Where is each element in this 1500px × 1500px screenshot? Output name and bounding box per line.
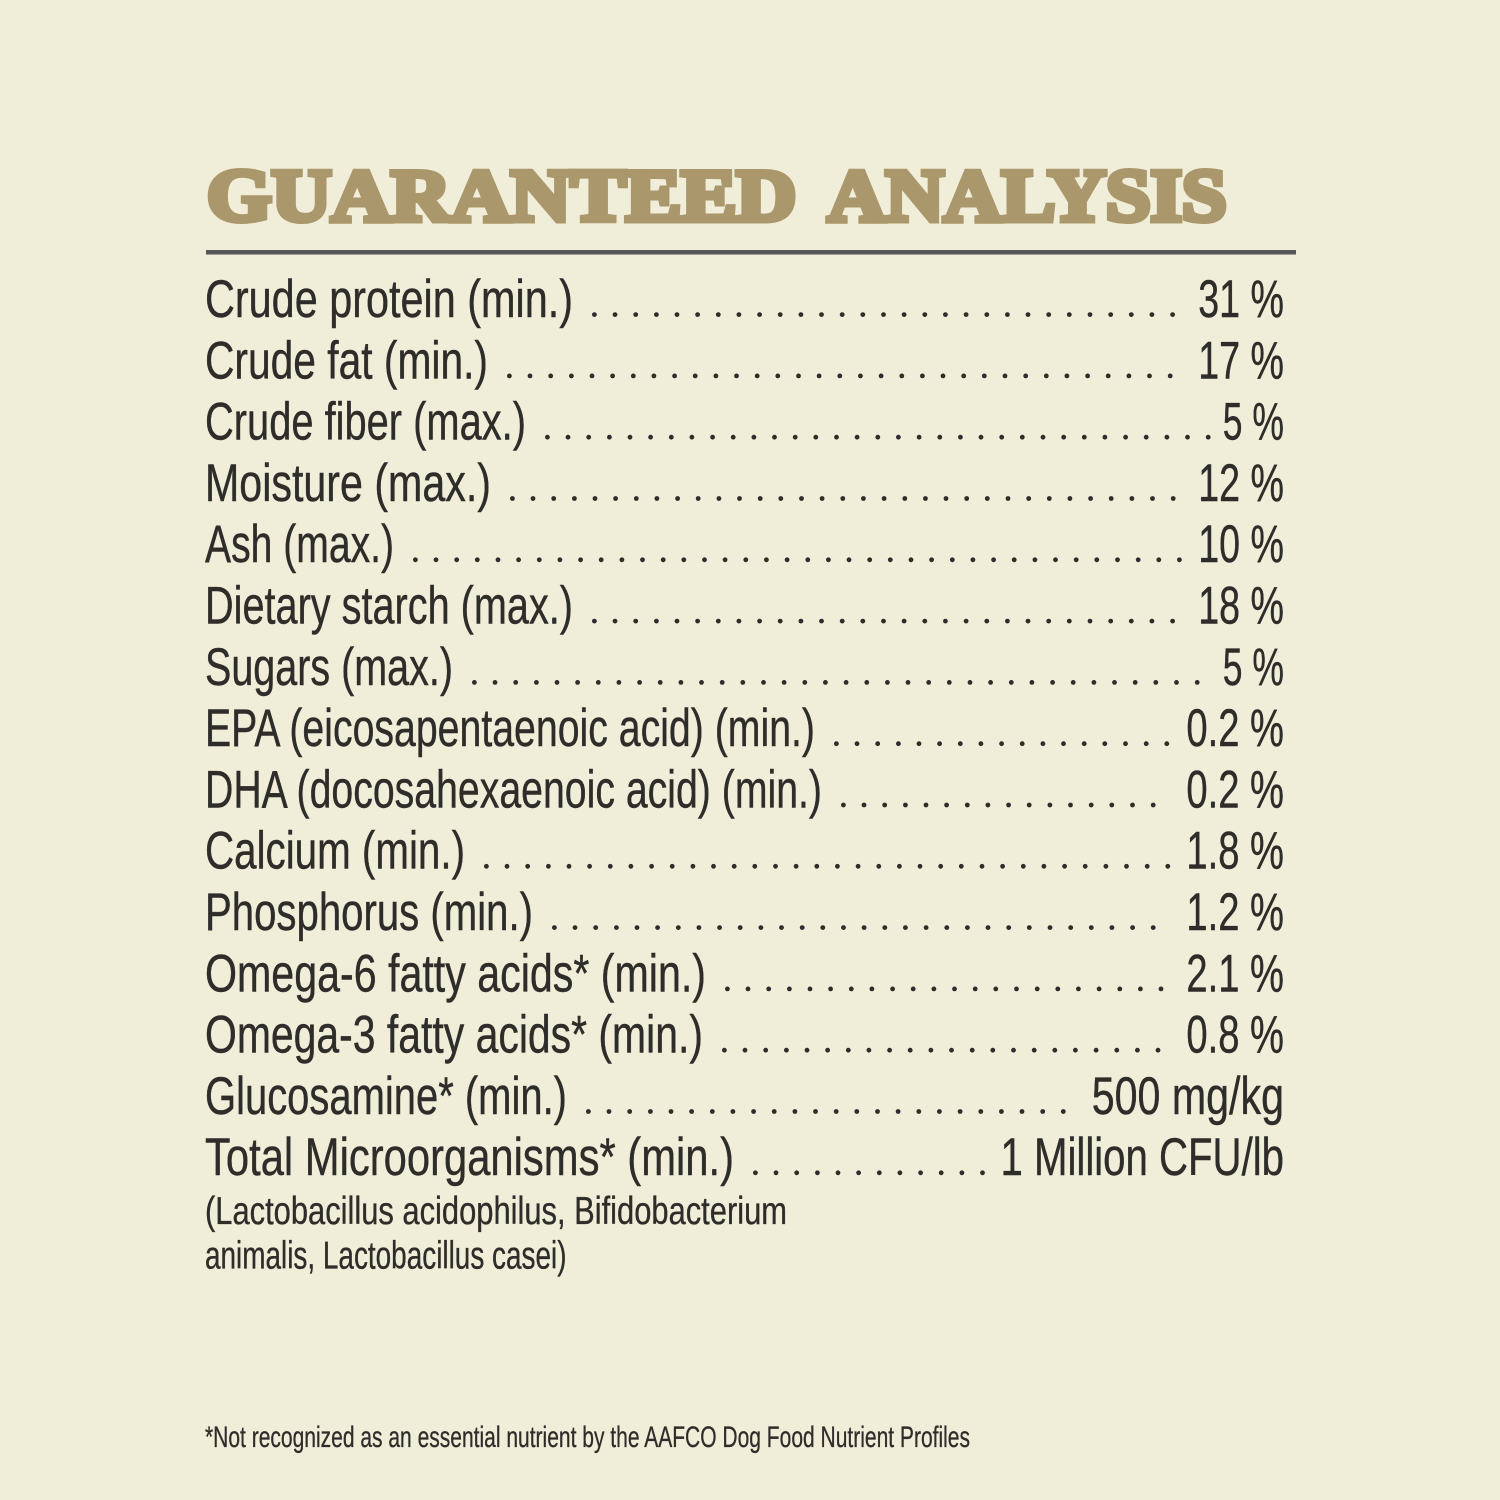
svg-text:*Not recognized as an essentia: *Not recognized as an essential nutrient… [205, 1421, 970, 1454]
svg-text:17 %: 17 % [1198, 331, 1284, 390]
svg-text:0.2 %: 0.2 % [1186, 699, 1284, 758]
svg-text:Calcium (min.): Calcium (min.) [205, 822, 465, 881]
svg-text:Ash (max.): Ash (max.) [205, 515, 394, 574]
svg-text:0.8 %: 0.8 % [1186, 1006, 1284, 1065]
svg-text:12 %: 12 % [1198, 454, 1284, 513]
svg-text:EPA (eicosapentaenoic acid) (m: EPA (eicosapentaenoic acid) (min.) [205, 699, 815, 758]
svg-text:2.1 %: 2.1 % [1186, 944, 1284, 1003]
svg-text:Total Microorganisms* (min.): Total Microorganisms* (min.) [205, 1128, 734, 1187]
svg-text:18 %: 18 % [1198, 577, 1284, 636]
svg-text:Glucosamine* (min.): Glucosamine* (min.) [205, 1067, 567, 1126]
svg-text:(Lactobacillus acidophilus, Bi: (Lactobacillus acidophilus, Bifidobacter… [205, 1190, 787, 1233]
svg-text:GUARANTEED: GUARANTEED [207, 154, 796, 236]
svg-text:DHA (docosahexaenoic acid) (mi: DHA (docosahexaenoic acid) (min.) [205, 760, 822, 819]
svg-text:Omega-6 fatty acids* (min.): Omega-6 fatty acids* (min.) [205, 944, 706, 1003]
svg-text:Omega-3 fatty acids* (min.): Omega-3 fatty acids* (min.) [205, 1006, 703, 1065]
svg-text:Dietary starch (max.): Dietary starch (max.) [205, 577, 573, 636]
svg-text:Crude fiber (max.): Crude fiber (max.) [205, 393, 526, 452]
svg-text:Sugars (max.): Sugars (max.) [205, 638, 453, 697]
svg-text:Crude protein (min.): Crude protein (min.) [205, 270, 573, 329]
svg-text:Moisture (max.): Moisture (max.) [205, 454, 491, 513]
svg-text:Phosphorus (min.): Phosphorus (min.) [205, 883, 533, 942]
svg-text:1 Million CFU/lb: 1 Million CFU/lb [1001, 1128, 1285, 1187]
svg-text:0.2 %: 0.2 % [1186, 760, 1284, 819]
svg-text:31 %: 31 % [1198, 270, 1284, 329]
svg-text:5 %: 5 % [1223, 393, 1284, 452]
svg-text:Crude fat (min.): Crude fat (min.) [205, 331, 488, 390]
svg-text:ANALYSIS: ANALYSIS [828, 154, 1227, 236]
svg-text:5 %: 5 % [1223, 638, 1284, 697]
svg-text:10 %: 10 % [1198, 515, 1284, 574]
svg-text:500 mg/kg: 500 mg/kg [1092, 1067, 1284, 1126]
svg-text:animalis, Lactobacillus casei): animalis, Lactobacillus casei) [205, 1235, 567, 1278]
svg-text:1.2 %: 1.2 % [1186, 883, 1284, 942]
svg-text:1.8 %: 1.8 % [1186, 822, 1284, 881]
